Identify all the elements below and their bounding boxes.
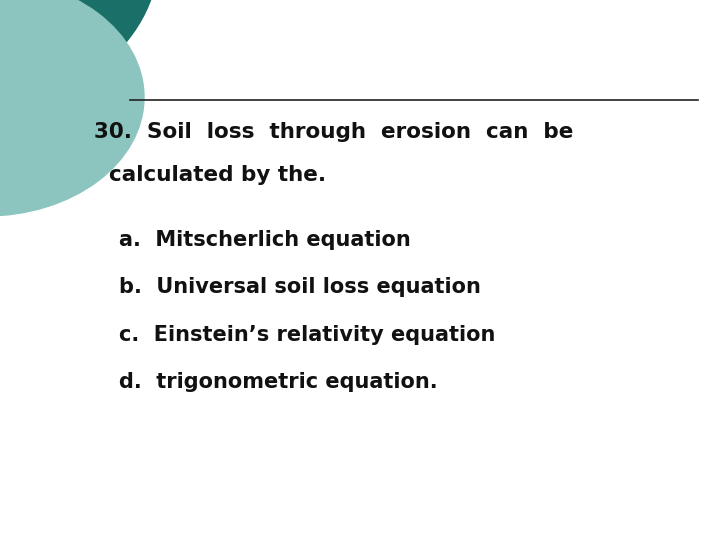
Circle shape xyxy=(0,0,144,216)
Text: 30.  Soil  loss  through  erosion  can  be: 30. Soil loss through erosion can be xyxy=(94,122,573,141)
Text: b.  Universal soil loss equation: b. Universal soil loss equation xyxy=(119,277,481,297)
Text: calculated by the.: calculated by the. xyxy=(94,165,325,185)
Text: d.  trigonometric equation.: d. trigonometric equation. xyxy=(119,372,438,392)
Text: a.  Mitscherlich equation: a. Mitscherlich equation xyxy=(119,230,410,249)
Text: c.  Einstein’s relativity equation: c. Einstein’s relativity equation xyxy=(119,325,495,345)
Circle shape xyxy=(0,0,158,119)
